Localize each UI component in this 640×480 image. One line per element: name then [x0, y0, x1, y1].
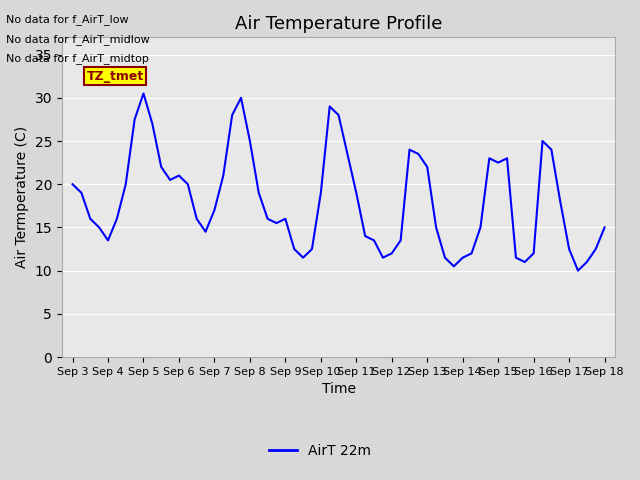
- X-axis label: Time: Time: [321, 382, 356, 396]
- Text: No data for f_AirT_low: No data for f_AirT_low: [6, 14, 129, 25]
- Legend: : [333, 409, 344, 420]
- Text: No data for f_AirT_midtop: No data for f_AirT_midtop: [6, 53, 149, 64]
- Legend: AirT 22m: AirT 22m: [264, 438, 376, 464]
- Y-axis label: Air Termperature (C): Air Termperature (C): [15, 126, 29, 268]
- Text: No data for f_AirT_midlow: No data for f_AirT_midlow: [6, 34, 150, 45]
- Text: TZ_tmet: TZ_tmet: [86, 70, 143, 83]
- Title: Air Temperature Profile: Air Temperature Profile: [235, 15, 442, 33]
